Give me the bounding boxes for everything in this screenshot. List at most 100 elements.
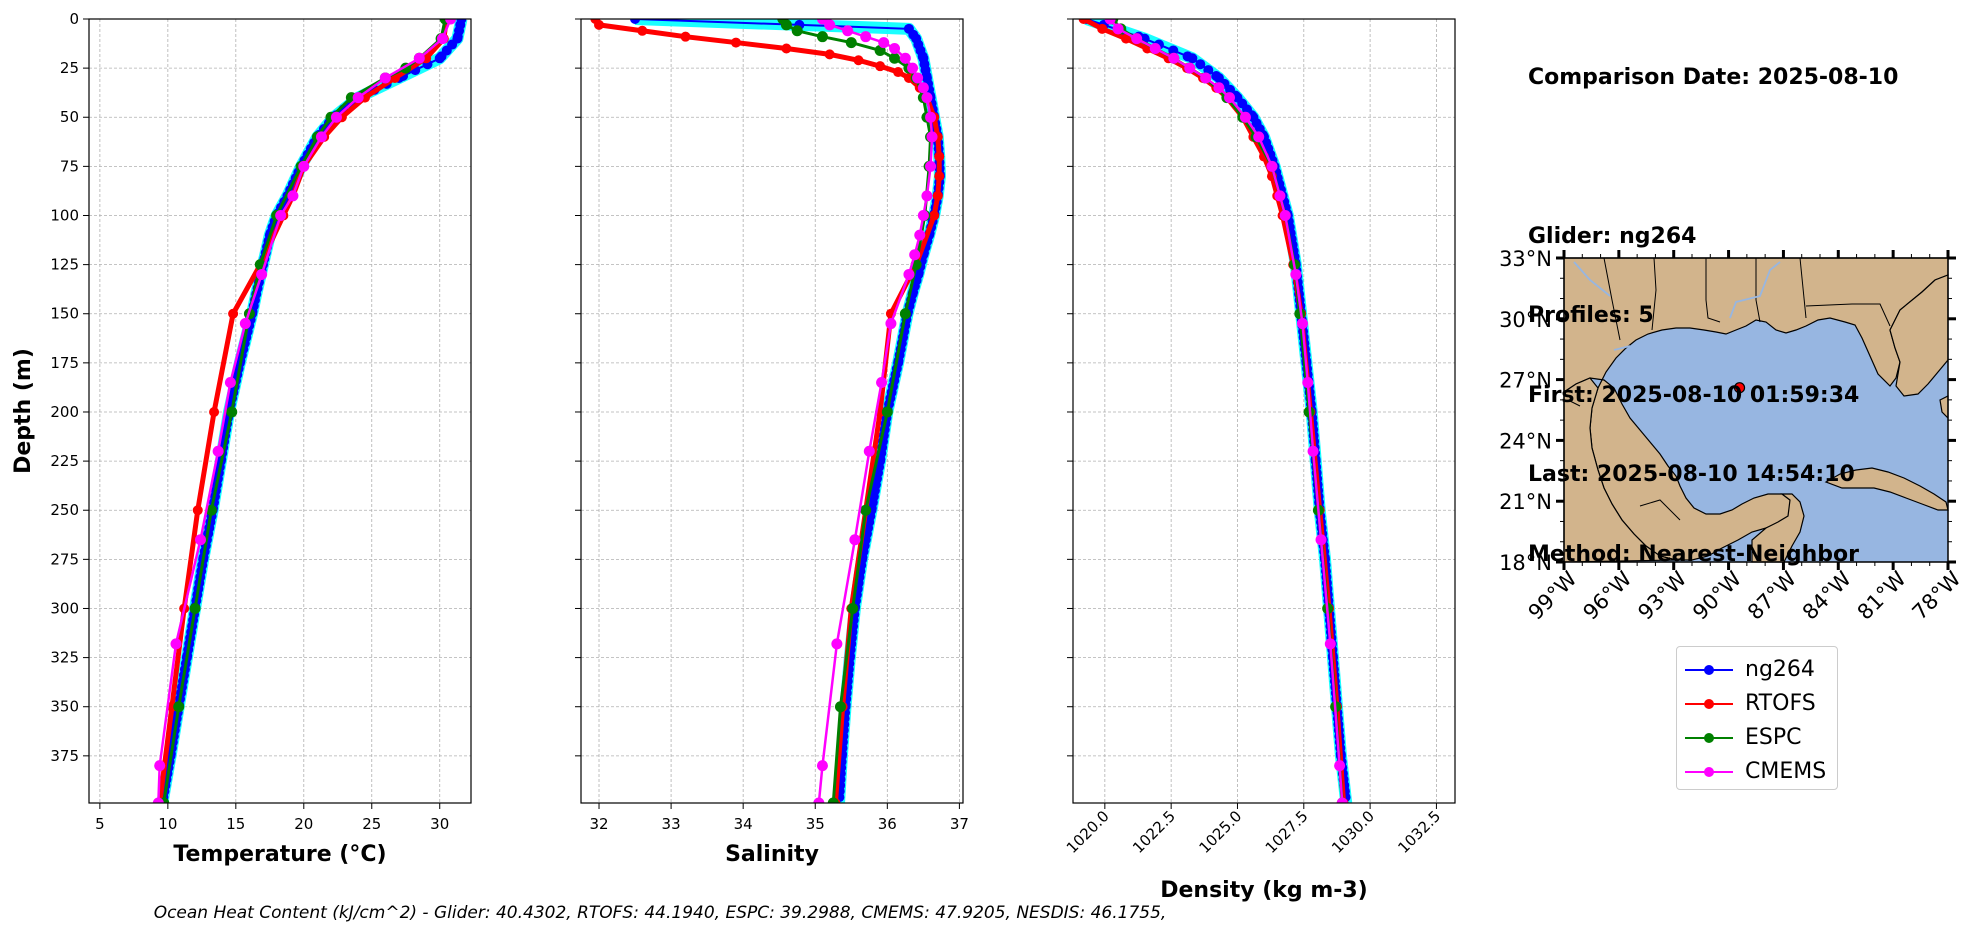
axes-frame [1072, 18, 1456, 804]
y-tick-label: 250 [50, 501, 79, 519]
series-cmems-point [842, 25, 854, 37]
x-tick-label: 20 [294, 815, 313, 833]
series-rtofs-point [934, 171, 945, 182]
x-tick-label: 1020.0 [1063, 807, 1113, 857]
series-cmems-point [1296, 318, 1308, 330]
series-cmems-point [831, 638, 843, 650]
series-cmems-point [925, 160, 937, 172]
series-cmems-point [1112, 23, 1124, 35]
last-time: Last: 2025-08-10 14:54:10 [1528, 462, 1855, 487]
legend: ng264 RTOFS ESPC CMEMS [1676, 646, 1838, 790]
series-cmems-point [824, 19, 836, 31]
series-cmems-point [224, 377, 236, 389]
series-cmems-line [817, 19, 934, 803]
series-cmems-point [194, 534, 206, 546]
series-cmems-point [1266, 160, 1278, 172]
location-map: 33°N30°N27°N24°N21°N18°N99°W96°W93°W90°W… [1499, 247, 1966, 625]
series-rtofs-point [929, 210, 940, 221]
legend-item-rtofs: RTOFS [1677, 687, 1837, 721]
state-borders [1567, 257, 1891, 521]
y-tick-label: 375 [50, 747, 79, 765]
series-espc-point [889, 52, 901, 64]
x-tick-label: 33 [662, 815, 681, 833]
map-lat-label: 24°N [1499, 429, 1552, 453]
series-rtofs-point [680, 31, 691, 42]
y-tick-label: 25 [60, 59, 79, 77]
series-cmems-point [1302, 377, 1314, 389]
series-espc-point [845, 37, 857, 49]
legend-label: RTOFS [1745, 691, 1816, 716]
series-rtofs-point [853, 55, 864, 66]
map-lat-label: 18°N [1499, 551, 1552, 575]
series-cmems-point [912, 72, 924, 84]
y-tick-label: 350 [50, 698, 79, 716]
x-tick-label: 36 [878, 815, 897, 833]
series-cmems-point [1274, 190, 1286, 202]
series-cmems-point [1149, 42, 1161, 54]
y-tick-label: 0 [69, 10, 79, 28]
x-tick-label: 1022.5 [1129, 807, 1179, 857]
series-ng264-point [1168, 45, 1179, 56]
series-cmems-point [860, 31, 872, 43]
series-cmems-point [256, 268, 268, 280]
legend-label: CMEMS [1745, 759, 1827, 784]
ohc-caption: Ocean Heat Content (kJ/cm^2) - Glider: 4… [153, 903, 1167, 923]
legend-marker [1685, 733, 1733, 743]
series-espc-point [847, 602, 859, 614]
cuba [1824, 467, 1949, 511]
series-ng264-point [434, 53, 445, 64]
series-espc-point [173, 701, 185, 713]
series-cmems-point [925, 111, 937, 123]
series-cmems-point [885, 318, 897, 330]
series-cmems-point [1334, 760, 1346, 772]
series-group [152, 19, 468, 803]
series-cmems-point [315, 131, 327, 143]
series-cmems-point [445, 19, 457, 25]
series-rtofs-point [730, 37, 741, 48]
series-rtofs-point [637, 25, 648, 36]
x-tick-label: 34 [734, 815, 753, 833]
series-cmems-point [1131, 33, 1143, 45]
axes-frame [88, 18, 472, 804]
series-espc-point [834, 701, 846, 713]
series-rtofs-point [1078, 19, 1089, 24]
legend-item-cmems: CMEMS [1677, 755, 1837, 789]
y-tick-label: 300 [50, 599, 79, 617]
series-espc-point [189, 602, 201, 614]
series-cmems-point [1290, 268, 1302, 280]
salinity-panel: 32 33 34 35 36 37 Salinity [575, 18, 969, 867]
series-cmems-point [849, 534, 861, 546]
map-lat-label: 30°N [1499, 308, 1552, 332]
map-frame [1563, 257, 1949, 563]
series-espc-line [781, 19, 933, 803]
y-tick-label: 200 [50, 403, 79, 421]
glider-name: Glider: ng264 [1528, 223, 1697, 249]
series-cmems-point [813, 797, 825, 803]
y-tick-label: 125 [50, 256, 79, 274]
x-tick-label: 1027.5 [1262, 807, 1312, 857]
series-cmems-point [1184, 62, 1196, 74]
x-tick-label: 25 [362, 815, 381, 833]
mexico [1563, 377, 1677, 563]
glider-location-marker [1733, 382, 1746, 394]
series-espc-point [827, 797, 839, 803]
series-cmems-point [212, 445, 224, 457]
series-cmems-point [903, 268, 915, 280]
series-cmems-point [298, 160, 310, 172]
series-rtofs-point [594, 19, 605, 30]
series-ng264-line [635, 19, 941, 803]
series-ng264-point [1187, 53, 1198, 64]
series-espc-point [780, 19, 792, 31]
series-cmems-point [876, 377, 888, 389]
series-rtofs-point [209, 406, 220, 417]
series-espc-point [205, 504, 217, 516]
series-cmems-point [352, 92, 364, 104]
first-time: First: 2025-08-10 01:59:34 [1528, 382, 1860, 408]
axes-frame [580, 18, 964, 804]
series-cmems-point [170, 638, 182, 650]
series-cmems-point [926, 131, 938, 143]
series-cmems-point [1200, 72, 1212, 84]
series-cmems-point [863, 445, 875, 457]
legend-item-espc: ESPC [1677, 721, 1837, 755]
series-rtofs-line [593, 19, 942, 803]
